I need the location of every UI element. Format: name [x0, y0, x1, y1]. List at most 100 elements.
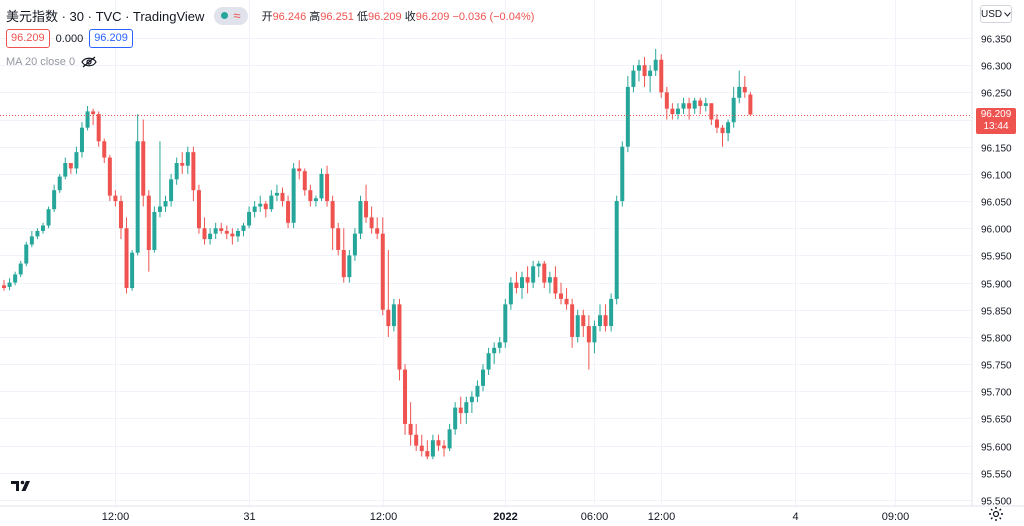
price-tick-label: 96.300	[981, 62, 1012, 73]
ask-button[interactable]: 96.209	[89, 29, 133, 48]
candle	[302, 168, 307, 196]
candle-body	[124, 228, 129, 289]
candle	[648, 65, 653, 93]
candle-body	[224, 230, 229, 234]
candle-body	[525, 277, 530, 283]
candle	[575, 309, 580, 343]
indicator-legend[interactable]: MA 20 close 0	[6, 56, 97, 68]
bid-button[interactable]: 96.209	[6, 29, 50, 48]
candle-body	[609, 298, 614, 327]
candle-body	[536, 263, 541, 267]
eye-off-icon[interactable]	[81, 56, 97, 68]
time-tick-label: 12:00	[102, 511, 130, 523]
candle-body	[91, 111, 96, 115]
time-axis[interactable]: 12:00 31 12:00 2022 06:00 12:00 4 09:00	[102, 511, 910, 523]
price-tick-label: 96.000	[981, 225, 1012, 236]
candle	[79, 122, 84, 158]
candle-body	[703, 103, 708, 106]
candle	[553, 266, 558, 299]
candle-body	[18, 263, 23, 275]
candle-body	[319, 173, 324, 199]
candle-body	[107, 157, 112, 196]
candle-body	[497, 342, 502, 348]
candle	[107, 154, 112, 202]
candle	[169, 173, 174, 207]
candle	[325, 165, 330, 207]
candle-body	[748, 94, 753, 115]
candle-body	[737, 86, 742, 98]
wave-icon: ≈	[233, 7, 241, 23]
candle-body	[102, 141, 107, 158]
candle	[358, 195, 363, 240]
market-status-badge[interactable]: ≈	[214, 6, 248, 25]
candle	[252, 201, 257, 218]
candle-body	[7, 282, 12, 287]
candle	[375, 217, 380, 240]
candle-body	[419, 445, 424, 452]
candle-body	[191, 152, 196, 191]
candle-body	[169, 179, 174, 202]
price-tick-label: 95.600	[981, 443, 1012, 454]
candle-body	[297, 168, 302, 172]
candle	[447, 423, 452, 452]
candle-body	[564, 298, 569, 305]
candle-body	[731, 97, 736, 123]
candle-body	[742, 86, 747, 93]
candle-body	[46, 209, 51, 226]
price-tick-label: 95.800	[981, 334, 1012, 345]
candle-body	[2, 285, 6, 289]
candle	[481, 364, 486, 392]
candle-body	[219, 228, 224, 231]
candle-body	[13, 274, 18, 283]
candle-body	[531, 266, 536, 283]
candle	[570, 298, 575, 348]
gear-icon[interactable]	[988, 506, 1004, 522]
candle-body	[675, 108, 680, 115]
candle	[208, 228, 213, 245]
candle	[453, 402, 458, 435]
indicator-label[interactable]: MA 20 close 0	[6, 56, 76, 68]
candle	[336, 222, 341, 256]
candle-body	[29, 236, 34, 245]
currency-button[interactable]: USD	[980, 5, 1012, 23]
symbol-title[interactable]: 美元指数 · 30 · TVC · TradingView	[6, 9, 205, 24]
tradingview-logo[interactable]	[7, 474, 35, 496]
price-tick-label: 95.650	[981, 415, 1012, 426]
candle-body	[391, 304, 396, 327]
candle	[636, 59, 641, 82]
candle-body	[570, 304, 575, 337]
spread-value: 0.000	[55, 32, 84, 45]
candle	[308, 184, 313, 207]
candle-body	[447, 429, 452, 449]
candle	[614, 195, 619, 305]
time-tick-label: 06:00	[581, 511, 609, 523]
candle-body	[508, 282, 513, 305]
candle	[419, 434, 424, 457]
candle	[18, 260, 23, 278]
candle-body	[113, 195, 118, 202]
candle-body	[68, 163, 73, 169]
candle	[352, 228, 357, 261]
candle-body	[492, 347, 497, 354]
candle-body	[213, 228, 218, 234]
candle-body	[313, 198, 318, 202]
candle-body	[720, 127, 725, 134]
candle-body	[274, 192, 279, 196]
candle-body	[520, 277, 525, 289]
candle	[258, 195, 263, 212]
candle	[297, 160, 302, 180]
candle	[586, 315, 591, 370]
candle-body	[375, 228, 380, 234]
chevron-down-icon	[1004, 11, 1011, 17]
last-price-label: 96.209 13:44	[976, 108, 1016, 134]
candle-body	[670, 108, 675, 115]
candle	[464, 396, 469, 424]
candle-body	[698, 100, 703, 106]
price-axis[interactable]: 96.35096.30096.25096.20096.15096.10096.0…	[981, 35, 1012, 508]
candle-body	[291, 168, 296, 223]
candle	[280, 187, 285, 207]
candle	[742, 76, 747, 98]
candle	[113, 190, 118, 207]
candle	[380, 217, 385, 316]
